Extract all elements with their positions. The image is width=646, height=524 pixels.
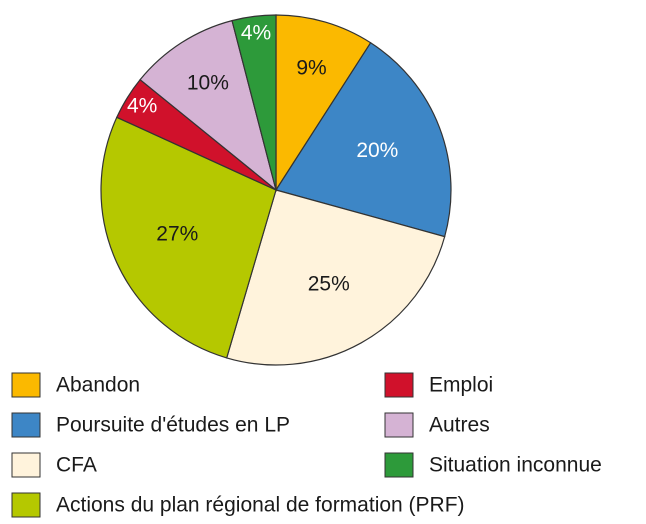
pie-slice xyxy=(231,14,277,191)
legend-label: Abandon xyxy=(56,374,140,397)
legend-label: Situation inconnue xyxy=(429,454,602,477)
legend-swatch xyxy=(11,412,41,438)
slice-label: 20% xyxy=(356,139,398,162)
legend-label: CFA xyxy=(56,454,97,477)
legend-swatch xyxy=(11,372,41,398)
legend-swatch xyxy=(11,492,41,518)
slice-label: 4% xyxy=(127,95,157,118)
legend-label: Emploi xyxy=(429,374,493,397)
legend-swatch xyxy=(384,372,414,398)
slice-label: 9% xyxy=(296,57,326,80)
legend-label: Poursuite d'études en LP xyxy=(56,414,290,437)
slice-label: 10% xyxy=(187,72,229,95)
slice-label: 4% xyxy=(241,21,271,44)
pie-slice xyxy=(275,41,452,238)
legend-swatch xyxy=(384,412,414,438)
pie-slice xyxy=(275,14,372,193)
legend-swatch xyxy=(384,452,414,478)
pie-slice xyxy=(139,19,278,192)
pie-slice xyxy=(225,189,446,366)
pie-slice xyxy=(100,116,277,359)
slice-label: 27% xyxy=(156,223,198,246)
legend-swatch xyxy=(11,452,41,478)
legend-label: Actions du plan régional de formation (P… xyxy=(56,494,465,517)
legend-label: Autres xyxy=(429,414,490,437)
slice-label: 25% xyxy=(308,272,350,295)
